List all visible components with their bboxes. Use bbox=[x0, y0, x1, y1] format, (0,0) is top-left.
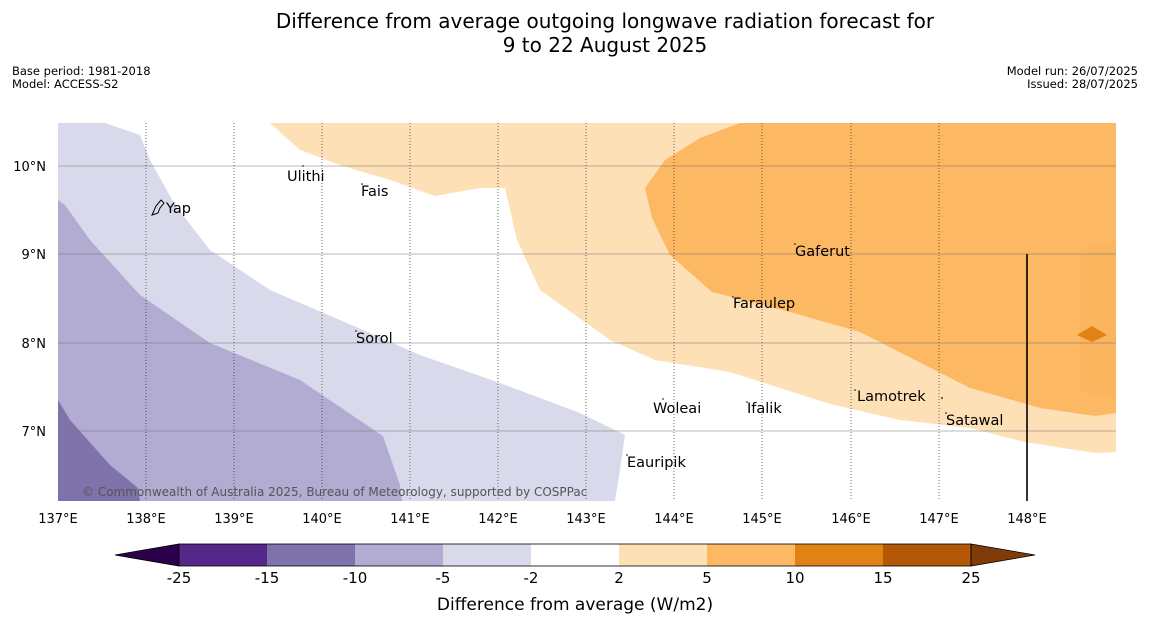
lon-tick-140: 140°E bbox=[302, 512, 342, 527]
colorbar-tick: 15 bbox=[873, 569, 892, 587]
place-ulithi: Ulithi bbox=[287, 169, 325, 185]
yap-island-shape bbox=[151, 199, 165, 216]
title-line-2: 9 to 22 August 2025 bbox=[502, 33, 708, 57]
lat-tick-10: 10°N bbox=[13, 160, 46, 175]
lon-tick-142: 142°E bbox=[478, 512, 518, 527]
colorbar-tick: 5 bbox=[702, 569, 712, 587]
lon-tick-137: 137°E bbox=[38, 512, 78, 527]
lon-tick-141: 141°E bbox=[390, 512, 430, 527]
lon-tick-147: 147°E bbox=[919, 512, 959, 527]
colorbar-segment-4 bbox=[443, 544, 531, 566]
place-satawal: Satawal bbox=[946, 413, 1003, 429]
lon-tick-138: 138°E bbox=[126, 512, 166, 527]
contour-10-to-15-patch bbox=[1077, 326, 1107, 342]
place-yap: Yap bbox=[165, 201, 191, 217]
place-sorol: Sorol bbox=[356, 331, 393, 347]
colorbar-segment-9 bbox=[883, 544, 971, 566]
colorbar-segment-2 bbox=[267, 544, 355, 566]
issued-date: Issued: 28/07/2025 bbox=[1027, 77, 1138, 91]
place-eauripik: Eauripik bbox=[627, 455, 686, 471]
colorbar-extend-high bbox=[970, 543, 1036, 567]
lat-tick-8: 8°N bbox=[22, 337, 47, 352]
colorbar-segment-5 bbox=[531, 544, 619, 566]
colorbar-segment-1 bbox=[179, 544, 267, 566]
colorbar: -25 -15 -10 -5 -2 2 5 10 15 25 Differenc… bbox=[114, 543, 1036, 615]
colorbar-tick: -15 bbox=[255, 569, 280, 587]
place-ifalik: Ifalik bbox=[747, 401, 782, 417]
lat-tick-9: 9°N bbox=[22, 248, 47, 263]
place-gaferut: Gaferut bbox=[795, 244, 850, 260]
colorbar-tick: -5 bbox=[436, 569, 451, 587]
lon-tick-148: 148°E bbox=[1007, 512, 1047, 527]
colorbar-label: Difference from average (W/m2) bbox=[437, 595, 713, 615]
lon-tick-145: 145°E bbox=[742, 512, 782, 527]
lon-tick-139: 139°E bbox=[214, 512, 254, 527]
island-markers bbox=[302, 165, 947, 456]
colorbar-tick: -10 bbox=[343, 569, 368, 587]
colorbar-tick: 10 bbox=[785, 569, 804, 587]
contour-minus10-to-minus15 bbox=[58, 400, 140, 501]
place-faraulep: Faraulep bbox=[733, 296, 795, 312]
colorbar-segment-8 bbox=[795, 544, 883, 566]
colorbar-segment-7 bbox=[707, 544, 795, 566]
latitude-tick-labels: 10°N 9°N 8°N 7°N bbox=[13, 160, 46, 440]
model-run: Model run: 26/07/2025 bbox=[1006, 64, 1138, 78]
contour-5-to-10-edge bbox=[1080, 240, 1116, 400]
contour-minus5-to-minus10 bbox=[58, 200, 402, 501]
lon-tick-143: 143°E bbox=[566, 512, 606, 527]
title-line-1: Difference from average outgoing longwav… bbox=[275, 9, 935, 33]
place-lamotrek: Lamotrek bbox=[857, 389, 926, 405]
meta-left: Base period: 1981-2018 Model: ACCESS-S2 bbox=[12, 65, 151, 91]
colorbar-extend-low bbox=[114, 543, 180, 567]
model-name: Model: ACCESS-S2 bbox=[12, 77, 119, 91]
base-period: Base period: 1981-2018 bbox=[12, 64, 151, 78]
place-fais: Fais bbox=[361, 184, 388, 200]
chart-title: Difference from average outgoing longwav… bbox=[0, 9, 1150, 57]
colorbar-tick: -2 bbox=[524, 569, 539, 587]
colorbar-segment-6 bbox=[619, 544, 707, 566]
colorbar-tick: 25 bbox=[961, 569, 980, 587]
colorbar-tick: 2 bbox=[614, 569, 624, 587]
lon-tick-144: 144°E bbox=[654, 512, 694, 527]
map-plot-area: Yap Ulithi Fais Gaferut Faraulep Sorol W… bbox=[58, 123, 1116, 501]
copyright-notice: © Commonwealth of Australia 2025, Bureau… bbox=[82, 485, 587, 499]
lat-tick-7: 7°N bbox=[22, 425, 47, 440]
lon-tick-146: 146°E bbox=[831, 512, 871, 527]
place-woleai: Woleai bbox=[653, 401, 701, 417]
colorbar-segment-3 bbox=[355, 544, 443, 566]
colorbar-tick: -25 bbox=[167, 569, 192, 587]
longitude-tick-labels: 137°E 138°E 139°E 140°E 141°E 142°E 143°… bbox=[38, 512, 1047, 527]
meta-right: Model run: 26/07/2025 Issued: 28/07/2025 bbox=[1007, 65, 1138, 91]
longitude-gridlines bbox=[145, 123, 940, 501]
